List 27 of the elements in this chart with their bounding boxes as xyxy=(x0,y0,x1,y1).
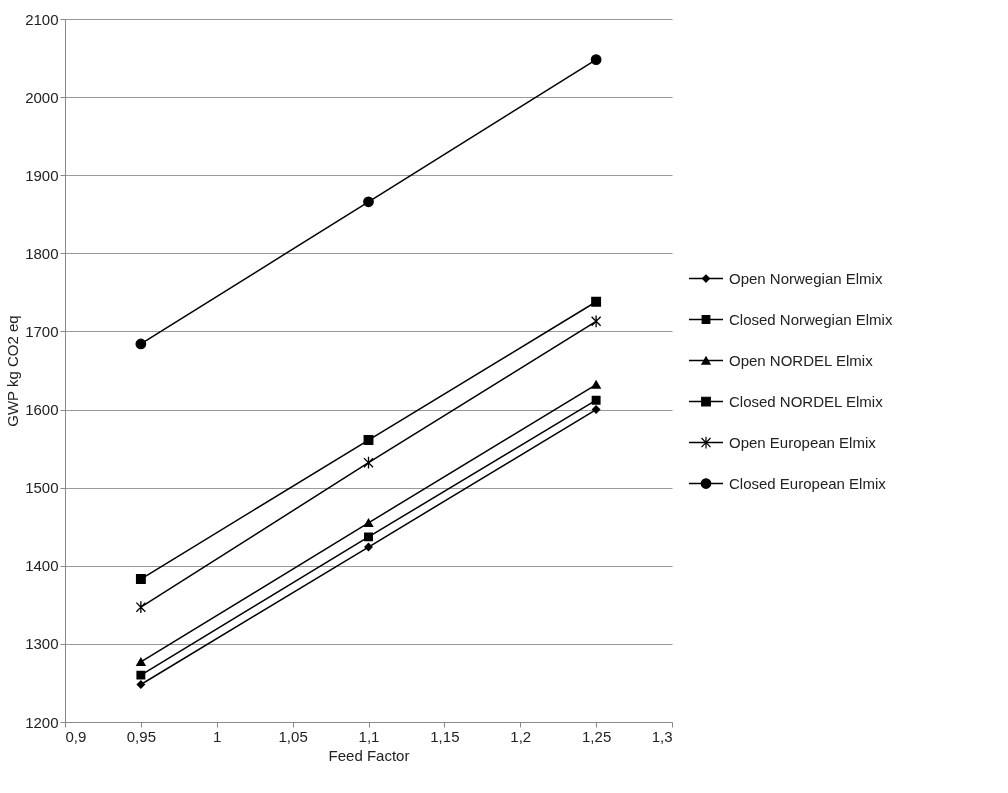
y-tick-label: 1500 xyxy=(25,479,59,497)
x-tick-label: 1,2 xyxy=(510,727,532,745)
y-tick-label: 1400 xyxy=(25,557,59,575)
x-tick-label: 1,1 xyxy=(358,727,380,745)
y-tick-label: 1900 xyxy=(25,166,59,184)
x-tick-label: 0,9 xyxy=(65,727,87,745)
x-tick-label: 1,15 xyxy=(430,727,460,745)
legend-label: Closed NORDEL Elmix xyxy=(729,392,884,410)
legend-label: Closed Norwegian Elmix xyxy=(729,310,893,328)
x-tick-label: 1,25 xyxy=(582,727,612,745)
x-tick-label: 0,95 xyxy=(126,727,156,745)
legend-label: Open NORDEL Elmix xyxy=(729,351,874,369)
legend-label: Open European Elmix xyxy=(729,433,877,451)
legend-label: Closed European Elmix xyxy=(729,474,887,492)
x-tick-label: 1,05 xyxy=(278,727,308,745)
y-tick-label: 1200 xyxy=(25,713,59,731)
y-axis-title: GWP kg CO2 eq xyxy=(4,315,22,427)
y-tick-label: 1700 xyxy=(25,322,59,340)
x-tick-label: 1 xyxy=(213,727,222,745)
x-axis-title: Feed Factor xyxy=(328,746,410,764)
x-tick-label: 1,3 xyxy=(651,727,673,745)
legend-label: Open Norwegian Elmix xyxy=(729,269,883,287)
y-tick-label: 1600 xyxy=(25,401,59,419)
y-tick-label: 2100 xyxy=(25,10,59,28)
y-tick-label: 2000 xyxy=(25,88,59,106)
y-tick-label: 1300 xyxy=(25,635,59,653)
y-tick-label: 1800 xyxy=(25,244,59,262)
